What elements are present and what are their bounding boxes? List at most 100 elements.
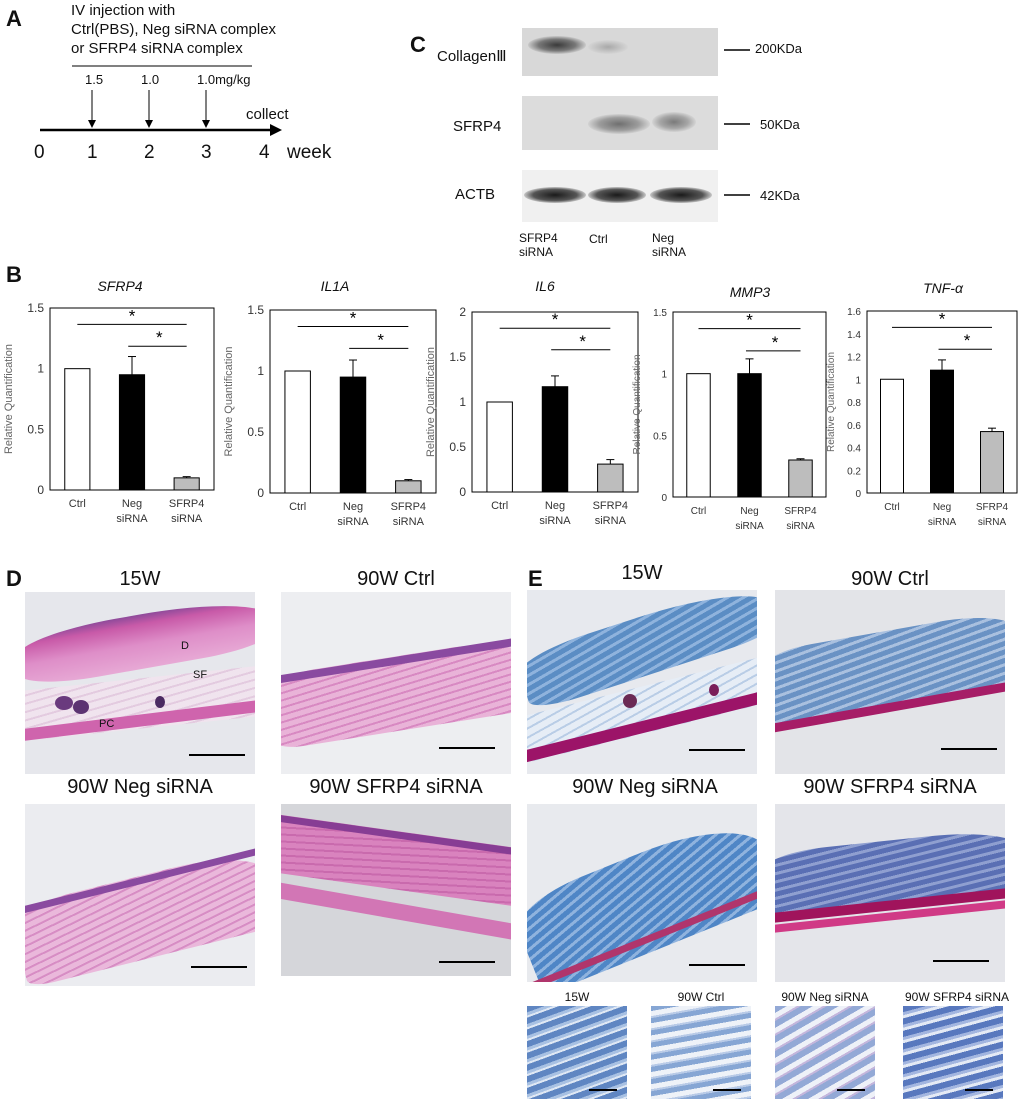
size-50kda: 50KDa	[760, 117, 800, 132]
scale-bar	[439, 747, 495, 749]
tick-1: 1	[87, 142, 98, 163]
y-tick-label: 1	[855, 375, 861, 386]
y-tick-label: 1.6	[847, 307, 861, 318]
x-tick-label: Neg	[122, 498, 142, 510]
x-tick-label: siRNA	[171, 513, 203, 525]
scale-bar	[941, 748, 997, 750]
scale-bar	[589, 1089, 617, 1091]
scale-bar	[189, 754, 245, 756]
lane-3-line1: Neg	[652, 231, 675, 245]
significance-star: *	[964, 331, 971, 350]
y-axis-label: Relative Quantification	[223, 346, 235, 456]
bar-chart-tnfa: 0 0.2 0.4 0.6 0.8 1 1.2 1.4 1.6 Relative Quantifi…	[826, 307, 1018, 528]
y-tick-label: 1.4	[847, 330, 861, 341]
x-tick-label: SFRP4	[976, 502, 1009, 513]
panel-d-title-90w-neg: 90W Neg siRNA	[67, 776, 213, 798]
y-axis-label: Relative Quantification	[826, 352, 837, 452]
scale-bar	[837, 1089, 865, 1091]
x-tick-label: Neg	[740, 506, 758, 517]
scale-bar	[689, 749, 745, 751]
blot-collagen	[522, 28, 718, 76]
mt-image-90w-sfrp4	[775, 804, 1005, 982]
x-tick-label: Neg	[545, 500, 565, 512]
x-tick-label: SFRP4	[391, 501, 426, 513]
scale-bar	[965, 1089, 993, 1091]
bar	[118, 374, 146, 491]
y-tick-label: 1.5	[247, 303, 264, 317]
bar	[486, 401, 513, 493]
significance-star: *	[746, 311, 753, 330]
blot-actb	[522, 170, 718, 222]
chart-title-il1a: IL1A	[320, 278, 350, 294]
significance-star: *	[772, 333, 779, 352]
panel-d-title-90w-sfrp4: 90W SFRP4 siRNA	[309, 776, 483, 798]
x-tick-label: Ctrl	[691, 506, 707, 517]
bar	[339, 376, 367, 494]
blot-label-actb: ACTB	[455, 186, 496, 203]
y-tick-label: 0.5	[247, 425, 264, 439]
y-tick-label: 0.6	[847, 421, 861, 432]
y-tick-label: 0	[257, 486, 264, 500]
bar	[541, 386, 569, 493]
y-tick-label: 0.8	[847, 398, 861, 409]
y-tick-label: 0.4	[847, 444, 861, 455]
y-tick-label: 1	[257, 364, 264, 378]
tick-3: 3	[201, 142, 212, 163]
he-image-90w-sfrp4	[281, 804, 511, 976]
blot-sfrp4	[522, 96, 718, 150]
significance-star: *	[579, 332, 586, 351]
lane-1-line1: SFRP4	[519, 231, 558, 245]
y-tick-label: 1.2	[847, 353, 861, 364]
panel-e-title-15w: 15W	[621, 562, 663, 584]
chart-title-il6: IL6	[535, 278, 555, 294]
y-tick-label: 0.5	[653, 431, 667, 442]
x-tick-label: SFRP4	[784, 506, 817, 517]
injection-line-1: IV injection with	[71, 2, 176, 19]
annotation-d: D	[181, 640, 189, 652]
y-tick-label: 0	[855, 489, 861, 500]
panel-d-title-15w: 15W	[119, 568, 161, 590]
blot-label-sfrp4: SFRP4	[453, 118, 502, 135]
x-tick-label: siRNA	[786, 521, 815, 532]
y-tick-label: 0.5	[27, 422, 44, 436]
tick-0: 0	[34, 142, 45, 163]
x-tick-label: SFRP4	[593, 500, 628, 512]
y-tick-label: 1.5	[27, 301, 44, 315]
y-tick-label: 2	[459, 305, 466, 319]
lane-1-line2: siRNA	[519, 245, 554, 259]
y-tick-label: 0	[661, 493, 667, 504]
x-tick-label: Ctrl	[884, 502, 900, 513]
y-tick-label: 1.5	[449, 350, 466, 364]
significance-star: *	[552, 310, 559, 329]
y-tick-label: 1.5	[653, 308, 667, 319]
injection-line-2: Ctrl(PBS), Neg siRNA complex	[71, 21, 277, 38]
he-image-90w-neg	[25, 804, 255, 986]
scale-bar	[439, 961, 495, 963]
panel-e-letter: E	[528, 566, 543, 591]
scale-bar	[689, 964, 745, 966]
significance-star: *	[377, 330, 384, 349]
lane-3-line2: siRNA	[652, 245, 687, 259]
bar-chart-il1a: 0 0.5 1 1.5 Relative Quantification Ctrl Neg si…	[223, 303, 437, 528]
y-tick-label: 0.2	[847, 466, 861, 477]
zoom-image-90w-sfrp4	[903, 1006, 1003, 1099]
mt-image-90w-ctrl	[775, 590, 1005, 774]
dose-3: 1.0mg/kg	[197, 72, 251, 87]
y-tick-label: 0.5	[449, 440, 466, 454]
x-tick-label: SFRP4	[169, 498, 204, 510]
panel-b-letter: B	[6, 262, 22, 287]
x-tick-label: siRNA	[735, 521, 764, 532]
size-42kda: 42KDa	[760, 188, 800, 203]
he-image-15w: D SF PC	[25, 592, 255, 774]
x-tick-label: Neg	[343, 501, 363, 513]
he-image-90w-ctrl	[281, 592, 511, 774]
significance-star: *	[350, 308, 357, 327]
panel-d-letter: D	[6, 566, 22, 591]
x-tick-label: Ctrl	[491, 500, 508, 512]
bar	[173, 477, 200, 491]
bar	[686, 373, 711, 498]
blot-label-collagen: CollagenⅢ	[437, 48, 507, 65]
scale-bar	[933, 960, 989, 962]
injection-line-3: or SFRP4 siRNA complex	[71, 40, 243, 57]
x-tick-label: siRNA	[337, 516, 369, 528]
